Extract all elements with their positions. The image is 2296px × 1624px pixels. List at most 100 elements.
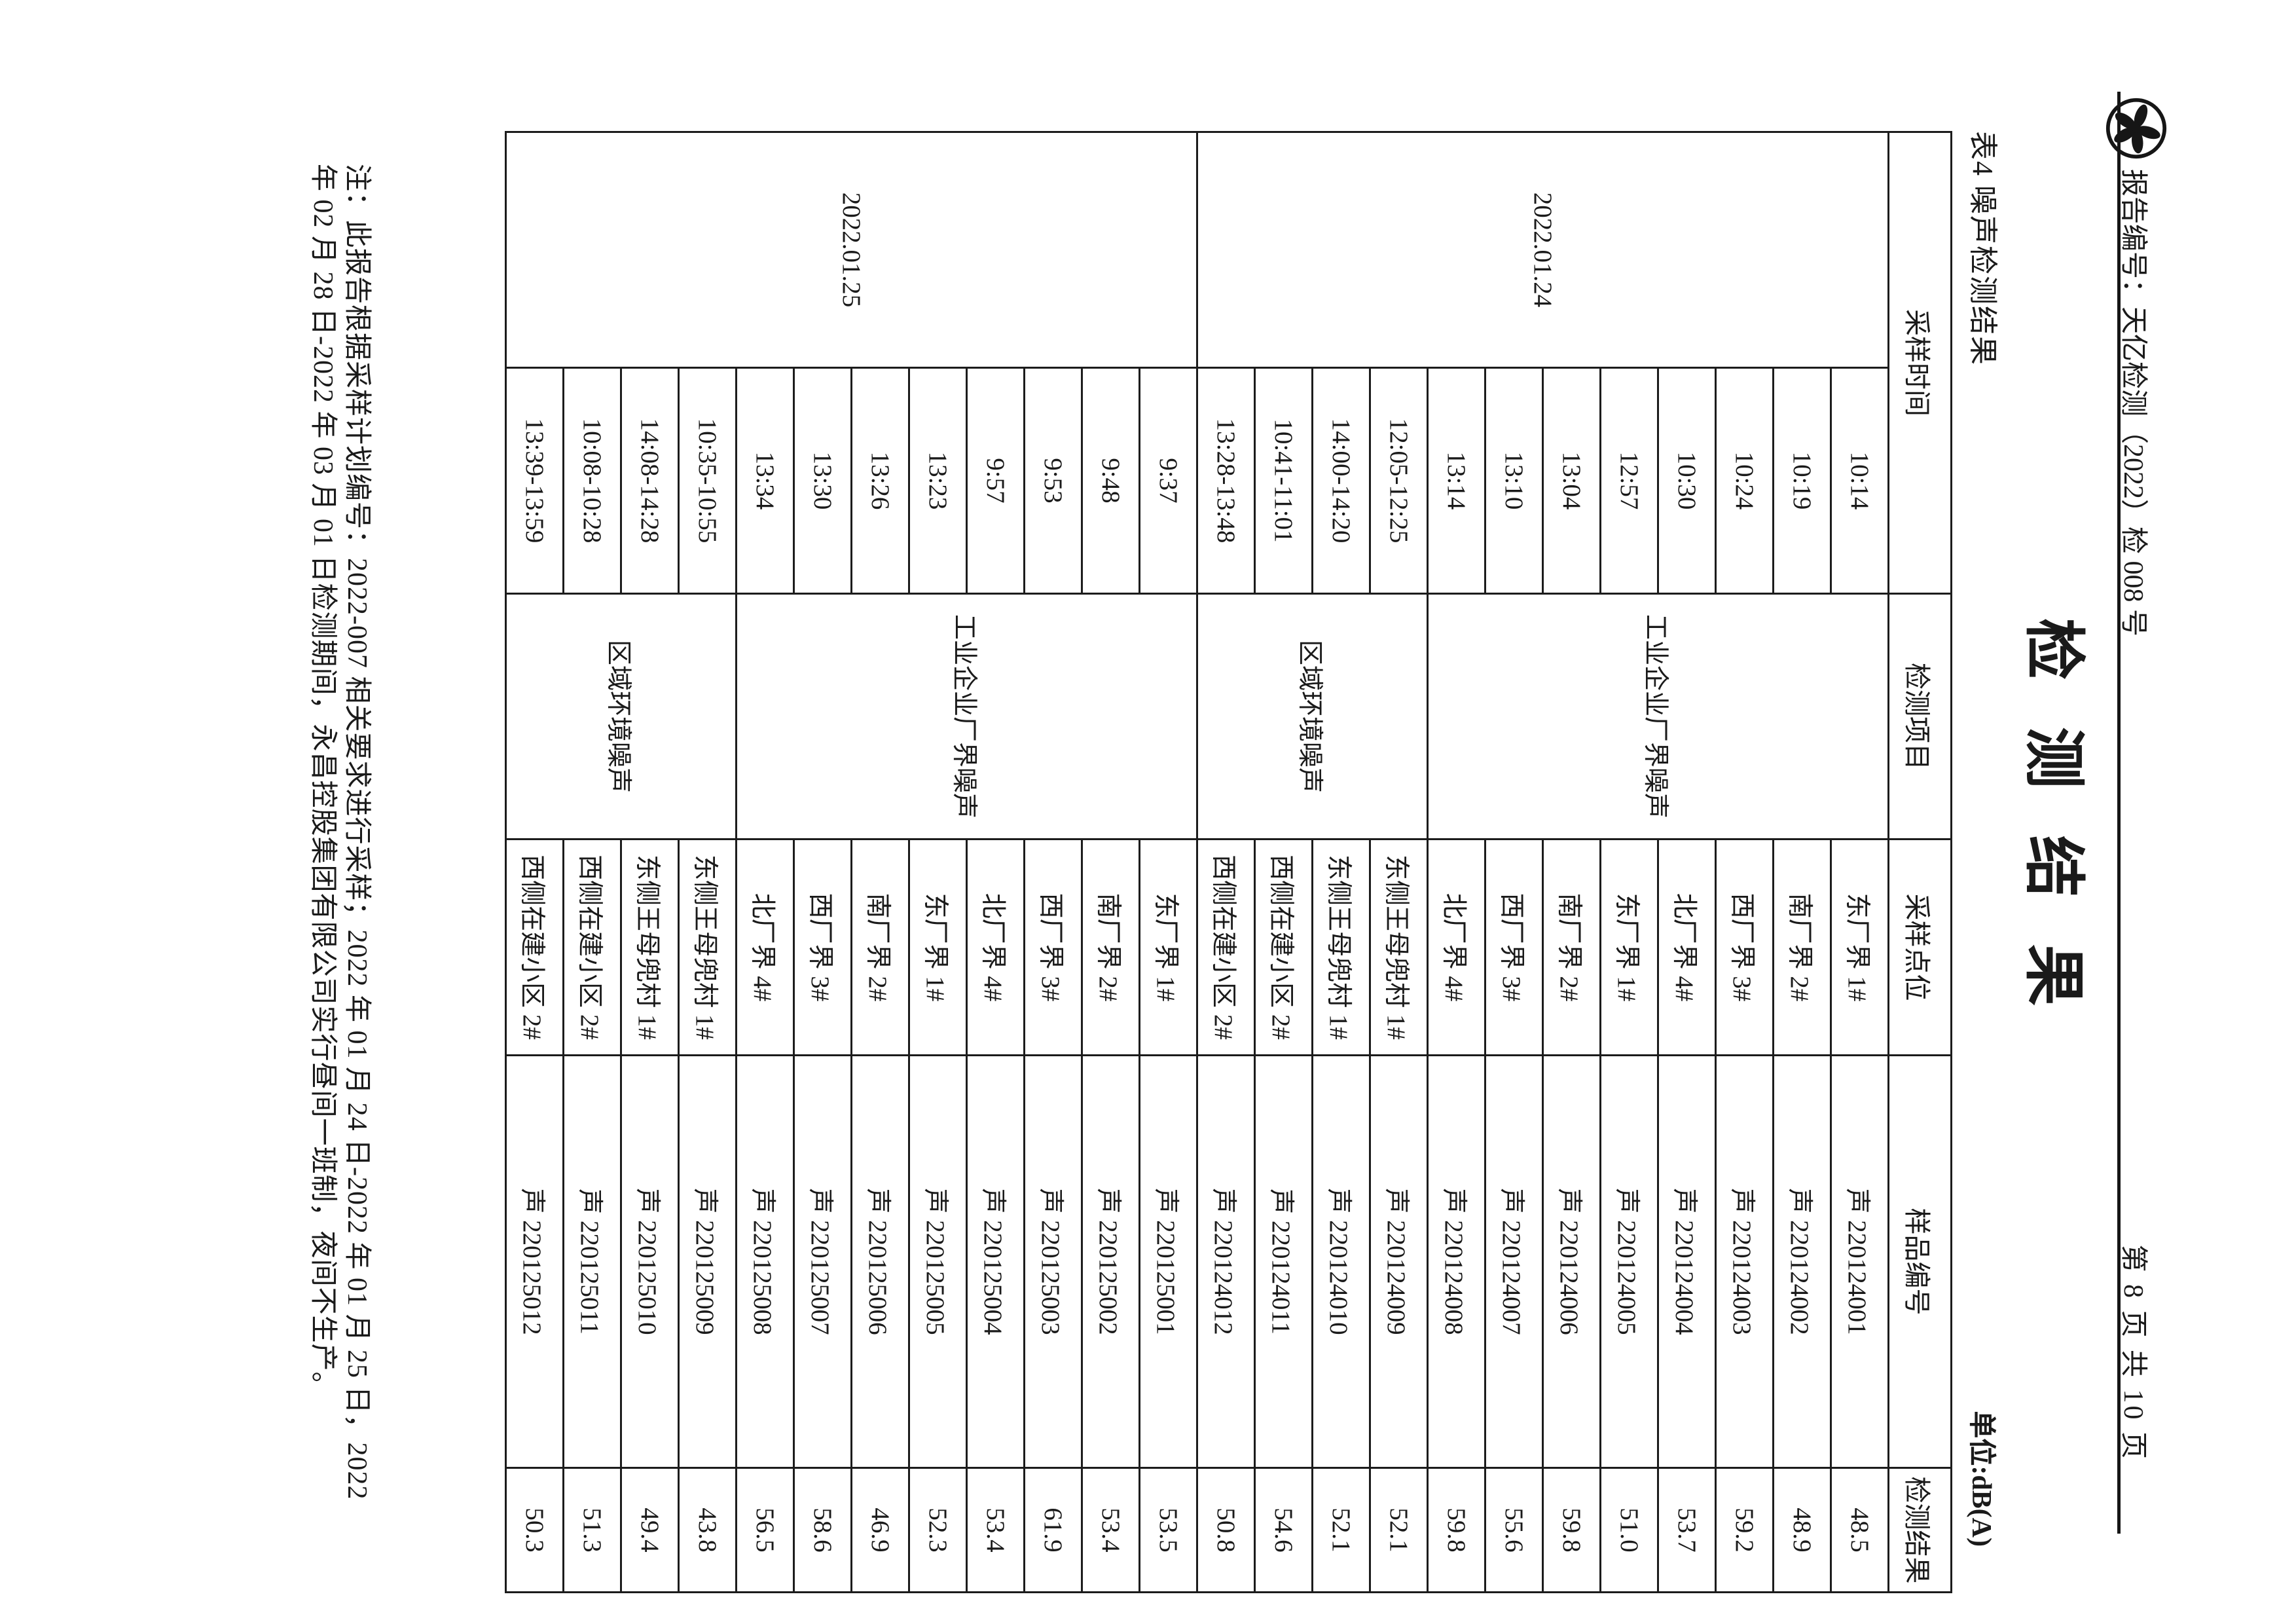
sample-id-cell: 声 220124001: [1831, 1055, 1889, 1468]
sample-id-cell: 声 220124007: [1485, 1055, 1543, 1468]
footnote: 注：此报告根据采样计划编号：2022-007 相关要求进行采样；2022 年 0…: [306, 164, 374, 1598]
header-rule: [2117, 92, 2121, 1534]
sample-id-cell: 声 220125003: [1024, 1055, 1082, 1468]
item-cell: 区域环境噪声: [505, 593, 737, 840]
time-cell: 13:14: [1427, 367, 1485, 594]
sample-id-cell: 声 220125011: [563, 1055, 621, 1468]
sample-id-cell: 声 220125008: [736, 1055, 794, 1468]
time-cell: 10:14: [1831, 367, 1889, 594]
sample-id-cell: 声 220125005: [909, 1055, 967, 1468]
sample-id-cell: 声 220124006: [1542, 1055, 1601, 1468]
results-table: 采样时间 检测项目 采样点位 样品编号 检测结果 2022.01.24 10:14…: [505, 131, 1952, 1593]
footnote-line-2: 年 02 月 28 日-2022 年 03 月 01 日检测期间，永昌控股集团有…: [308, 164, 338, 1400]
point-cell: 南厂界 2#: [1773, 839, 1831, 1056]
time-cell: 9:57: [966, 367, 1025, 594]
point-cell: 东厂界 1#: [1139, 839, 1197, 1056]
point-cell: 东侧王母兜村 1#: [1370, 839, 1428, 1056]
sample-id-cell: 声 220124005: [1600, 1055, 1658, 1468]
item-cell: 工业企业厂界噪声: [736, 593, 1197, 840]
result-cell: 54.6: [1254, 1467, 1313, 1593]
time-cell: 10:35-10:55: [678, 367, 737, 594]
page-header: 报告编号：天亿检测（2022）检 008 号 第 8 页 共 10 页: [2102, 97, 2168, 1527]
point-cell: 北厂界 4#: [1658, 839, 1716, 1056]
point-cell: 北厂界 4#: [966, 839, 1025, 1056]
result-cell: 48.9: [1773, 1467, 1831, 1593]
sample-id-cell: 声 220125009: [678, 1055, 737, 1468]
sample-id-cell: 声 220124008: [1427, 1055, 1485, 1468]
result-cell: 55.6: [1485, 1467, 1543, 1593]
lab-stamp-icon: [2105, 98, 2167, 159]
time-cell: 13:34: [736, 367, 794, 594]
sample-id-cell: 声 220125012: [505, 1055, 564, 1468]
report-number-line: 报告编号：天亿检测（2022）检 008 号: [2105, 97, 2168, 637]
time-cell: 9:37: [1139, 367, 1197, 594]
time-cell: 13:10: [1485, 367, 1543, 594]
sample-id-cell: 声 220125006: [851, 1055, 909, 1468]
result-cell: 59.8: [1542, 1467, 1601, 1593]
result-cell: 56.5: [736, 1467, 794, 1593]
result-cell: 53.5: [1139, 1467, 1197, 1593]
time-cell: 13:28-13:48: [1197, 367, 1255, 594]
date-cell: 2022.01.25: [505, 132, 1197, 368]
table-row: 2022.01.24 10:14 工业企业厂界噪声 东厂界 1# 声 220124001…: [1197, 132, 1889, 1593]
point-cell: 东侧王母兜村 1#: [678, 839, 737, 1056]
point-cell: 北厂界 4#: [736, 839, 794, 1056]
table-caption-line: 表4 噪声检测结果 单位:dB(A): [1966, 131, 2007, 1547]
time-cell: 9:53: [1024, 367, 1082, 594]
time-cell: 13:26: [851, 367, 909, 594]
sample-id-cell: 声 220124009: [1370, 1055, 1428, 1468]
point-cell: 东厂界 1#: [1600, 839, 1658, 1056]
point-cell: 东厂界 1#: [1831, 839, 1889, 1056]
time-cell: 13:39-13:59: [505, 367, 564, 594]
result-cell: 59.2: [1715, 1467, 1774, 1593]
table-header-row: 采样时间 检测项目 采样点位 样品编号 检测结果: [1888, 132, 1952, 1593]
time-cell: 10:19: [1773, 367, 1831, 594]
result-cell: 49.4: [621, 1467, 679, 1593]
point-cell: 北厂界 4#: [1427, 839, 1485, 1056]
sample-id-cell: 声 220124003: [1715, 1055, 1774, 1468]
time-cell: 10:41-11:01: [1254, 367, 1313, 594]
time-cell: 9:48: [1082, 367, 1140, 594]
time-cell: 10:30: [1658, 367, 1716, 594]
result-cell: 51.0: [1600, 1467, 1658, 1593]
result-cell: 50.3: [505, 1467, 564, 1593]
table-caption: 表4 噪声检测结果: [1967, 131, 1999, 366]
point-cell: 西侧在建小区 2#: [1254, 839, 1313, 1056]
sample-id-cell: 声 220124002: [1773, 1055, 1831, 1468]
sample-id-cell: 声 220124012: [1197, 1055, 1255, 1468]
time-cell: 13:30: [793, 367, 852, 594]
table-row: 2022.01.25 9:37 工业企业厂界噪声 东厂界 1# 声 220125001 5…: [505, 132, 1197, 1593]
header-sampling-point: 采样点位: [1888, 839, 1952, 1056]
result-cell: 58.6: [793, 1467, 852, 1593]
point-cell: 西侧在建小区 2#: [1197, 839, 1255, 1056]
sample-id-cell: 声 220124004: [1658, 1055, 1716, 1468]
point-cell: 西侧在建小区 2#: [563, 839, 621, 1056]
point-cell: 西厂界 3#: [793, 839, 852, 1056]
result-cell: 61.9: [1024, 1467, 1082, 1593]
result-cell: 52.3: [909, 1467, 967, 1593]
point-cell: 南厂界 2#: [851, 839, 909, 1056]
point-cell: 西侧在建小区 2#: [505, 839, 564, 1056]
result-cell: 48.5: [1831, 1467, 1889, 1593]
sample-id-cell: 声 220125007: [793, 1055, 852, 1468]
time-cell: 12:05-12:25: [1370, 367, 1428, 594]
point-cell: 东侧王母兜村 1#: [621, 839, 679, 1056]
time-cell: 13:23: [909, 367, 967, 594]
point-cell: 西厂界 3#: [1485, 839, 1543, 1056]
point-cell: 西厂界 3#: [1715, 839, 1774, 1056]
page-indicator: 第 8 页 共 10 页: [2118, 1244, 2148, 1462]
result-cell: 59.8: [1427, 1467, 1485, 1593]
result-cell: 50.8: [1197, 1467, 1255, 1593]
sample-id-cell: 声 220125004: [966, 1055, 1025, 1468]
result-cell: 46.9: [851, 1467, 909, 1593]
sample-id-cell: 声 220125010: [621, 1055, 679, 1468]
result-cell: 52.1: [1312, 1467, 1370, 1593]
unit-label: 单位:dB(A): [1966, 1411, 1996, 1547]
sample-id-cell: 声 220125002: [1082, 1055, 1140, 1468]
result-cell: 51.3: [563, 1467, 621, 1593]
point-cell: 南厂界 2#: [1082, 839, 1140, 1056]
point-cell: 东侧王母兜村 1#: [1312, 839, 1370, 1056]
report-number: 报告编号：天亿检测（2022）检 008 号: [2118, 169, 2149, 637]
point-cell: 西厂界 3#: [1024, 839, 1082, 1056]
